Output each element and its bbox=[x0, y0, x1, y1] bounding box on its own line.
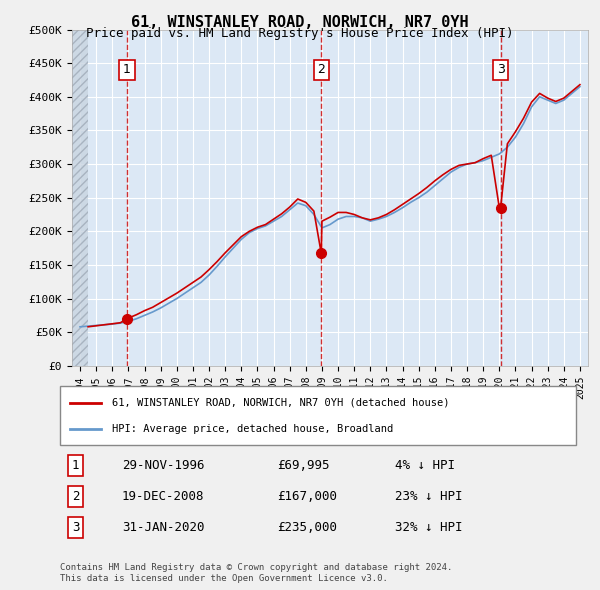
Text: 61, WINSTANLEY ROAD, NORWICH, NR7 0YH (detached house): 61, WINSTANLEY ROAD, NORWICH, NR7 0YH (d… bbox=[112, 398, 449, 408]
Text: Contains HM Land Registry data © Crown copyright and database right 2024.
This d: Contains HM Land Registry data © Crown c… bbox=[60, 563, 452, 583]
FancyBboxPatch shape bbox=[60, 386, 576, 445]
Text: 31-JAN-2020: 31-JAN-2020 bbox=[122, 521, 205, 534]
Text: 2: 2 bbox=[72, 490, 79, 503]
Text: 1: 1 bbox=[123, 63, 131, 76]
Text: £167,000: £167,000 bbox=[277, 490, 337, 503]
Text: 3: 3 bbox=[497, 63, 505, 76]
Text: 1: 1 bbox=[72, 459, 79, 472]
Text: 19-DEC-2008: 19-DEC-2008 bbox=[122, 490, 205, 503]
Text: 2: 2 bbox=[317, 63, 325, 76]
Text: £235,000: £235,000 bbox=[277, 521, 337, 534]
Text: 3: 3 bbox=[72, 521, 79, 534]
Text: 4% ↓ HPI: 4% ↓ HPI bbox=[395, 459, 455, 472]
Text: 32% ↓ HPI: 32% ↓ HPI bbox=[395, 521, 463, 534]
Text: 29-NOV-1996: 29-NOV-1996 bbox=[122, 459, 205, 472]
Text: HPI: Average price, detached house, Broadland: HPI: Average price, detached house, Broa… bbox=[112, 424, 393, 434]
Text: 61, WINSTANLEY ROAD, NORWICH, NR7 0YH: 61, WINSTANLEY ROAD, NORWICH, NR7 0YH bbox=[131, 15, 469, 30]
Text: Price paid vs. HM Land Registry's House Price Index (HPI): Price paid vs. HM Land Registry's House … bbox=[86, 27, 514, 40]
Text: £69,995: £69,995 bbox=[277, 459, 329, 472]
Text: 23% ↓ HPI: 23% ↓ HPI bbox=[395, 490, 463, 503]
